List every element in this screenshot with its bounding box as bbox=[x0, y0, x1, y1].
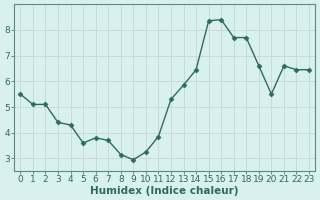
X-axis label: Humidex (Indice chaleur): Humidex (Indice chaleur) bbox=[91, 186, 239, 196]
